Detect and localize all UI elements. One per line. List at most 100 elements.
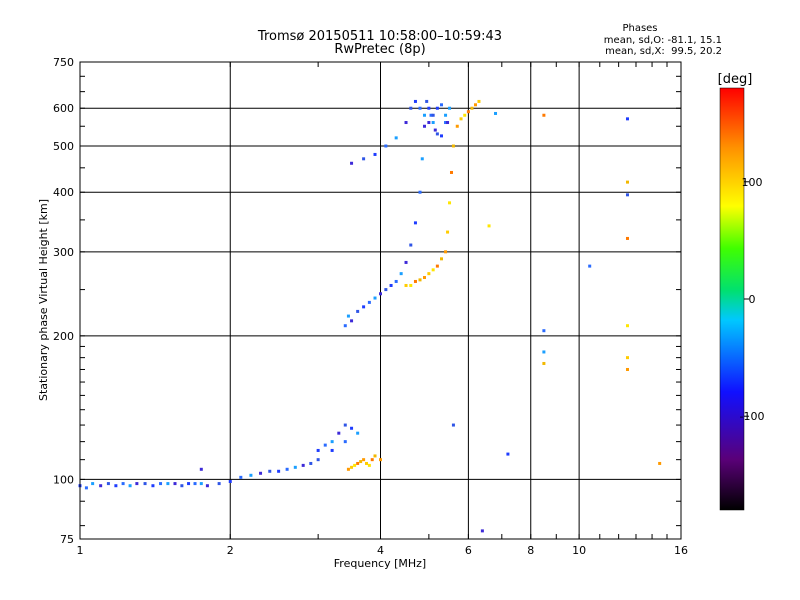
x-mode-point — [625, 367, 629, 371]
o-mode-point — [413, 99, 417, 103]
o-mode-point — [542, 329, 546, 333]
o-mode-point — [435, 106, 439, 110]
o-mode-point — [413, 221, 417, 225]
x-mode-point — [451, 144, 455, 148]
data-points — [78, 99, 662, 533]
o-mode-point — [343, 423, 347, 427]
o-mode-point — [427, 106, 431, 110]
x-mode-point — [625, 324, 629, 328]
x-mode-point — [542, 361, 546, 365]
colorbar — [719, 87, 745, 511]
o-mode-point — [330, 448, 334, 452]
colorbar-tick-label: 100 — [742, 176, 763, 189]
x-mode-point — [463, 113, 467, 117]
x-mode-point — [356, 461, 360, 465]
x-mode-point — [470, 106, 474, 110]
colorbar-tick-label: -100 — [740, 410, 765, 423]
phases-x-stats: mean, sd,X: 99.5, 20.2 — [605, 46, 722, 57]
o-mode-point — [409, 106, 413, 110]
o-mode-point — [199, 482, 203, 486]
o-mode-point — [309, 461, 313, 465]
o-mode-point — [625, 193, 629, 197]
y-tick-label: 75 — [60, 533, 74, 546]
o-mode-point — [431, 113, 435, 117]
o-mode-point — [350, 319, 354, 323]
x-mode-point — [370, 458, 374, 462]
o-mode-point — [399, 272, 403, 276]
o-mode-point — [362, 305, 366, 309]
x-mode-point — [427, 272, 431, 276]
grid — [80, 62, 681, 539]
x-tick-label: 6 — [465, 544, 472, 557]
o-mode-point — [301, 463, 305, 467]
o-mode-point — [187, 482, 191, 486]
x-mode-point — [625, 236, 629, 240]
x-axis: 1 2 4 6 8 10 16 — [77, 62, 688, 557]
o-mode-point — [356, 431, 360, 435]
x-mode-point — [431, 268, 435, 272]
o-mode-point — [389, 283, 393, 287]
x-tick-label: 1 — [77, 544, 84, 557]
x-mode-point — [422, 276, 426, 280]
o-mode-point — [418, 106, 422, 110]
x-mode-point — [409, 283, 413, 287]
o-mode-point — [330, 440, 334, 444]
o-mode-point — [356, 309, 360, 313]
o-mode-point — [346, 314, 350, 318]
x-mode-point — [477, 99, 481, 103]
o-mode-point — [384, 144, 388, 148]
o-mode-point — [418, 190, 422, 194]
o-mode-point — [293, 465, 297, 469]
o-mode-point — [323, 443, 327, 447]
o-mode-point — [151, 484, 155, 488]
o-mode-point — [350, 426, 354, 430]
y-tick-label: 300 — [53, 246, 74, 259]
x-mode-point — [413, 279, 417, 283]
x-mode-point — [542, 113, 546, 117]
o-mode-point — [506, 452, 510, 456]
colorbar-tick-label: 0 — [749, 293, 756, 306]
o-mode-point — [193, 482, 197, 486]
o-mode-point — [384, 288, 388, 292]
x-mode-point — [625, 180, 629, 184]
x-mode-point — [440, 257, 444, 261]
o-mode-point — [143, 482, 147, 486]
o-mode-point — [431, 121, 435, 125]
x-mode-point — [373, 454, 377, 458]
o-mode-point — [350, 161, 354, 165]
o-mode-point — [268, 469, 272, 473]
x-mode-point — [350, 465, 354, 469]
x-mode-point — [435, 264, 439, 268]
o-mode-point — [277, 469, 281, 473]
y-tick-label: 100 — [53, 473, 74, 486]
o-mode-point — [409, 243, 413, 247]
x-mode-point — [362, 458, 366, 462]
o-mode-point — [180, 484, 184, 488]
y-axis-label: Stationary phase Virtual Height [km] — [37, 199, 50, 401]
o-mode-point — [343, 440, 347, 444]
x-mode-point — [353, 463, 357, 467]
o-mode-point — [166, 482, 170, 486]
x-tick-label: 10 — [572, 544, 586, 557]
x-mode-point — [455, 124, 459, 128]
o-mode-point — [444, 121, 448, 125]
x-mode-point — [466, 110, 470, 114]
colorbar-ticks: 100 0 -100 — [740, 176, 765, 423]
o-mode-point — [422, 124, 426, 128]
x-mode-point — [418, 278, 422, 282]
y-tick-label: 400 — [53, 186, 74, 199]
o-mode-point — [379, 292, 382, 296]
x-mode-point — [444, 250, 448, 254]
o-mode-point — [422, 113, 426, 117]
x-axis-label: Frequency [MHz] — [334, 557, 426, 570]
o-mode-point — [429, 113, 433, 117]
phases-o-stats: mean, sd,O: -81.1, 15.1 — [604, 35, 722, 46]
x-mode-point — [459, 117, 463, 121]
x-mode-point — [487, 224, 491, 228]
o-mode-point — [446, 121, 450, 125]
o-mode-point — [343, 324, 347, 328]
o-mode-point — [106, 482, 110, 486]
colorbar-label: [deg] — [718, 72, 753, 87]
o-mode-point — [420, 157, 424, 161]
